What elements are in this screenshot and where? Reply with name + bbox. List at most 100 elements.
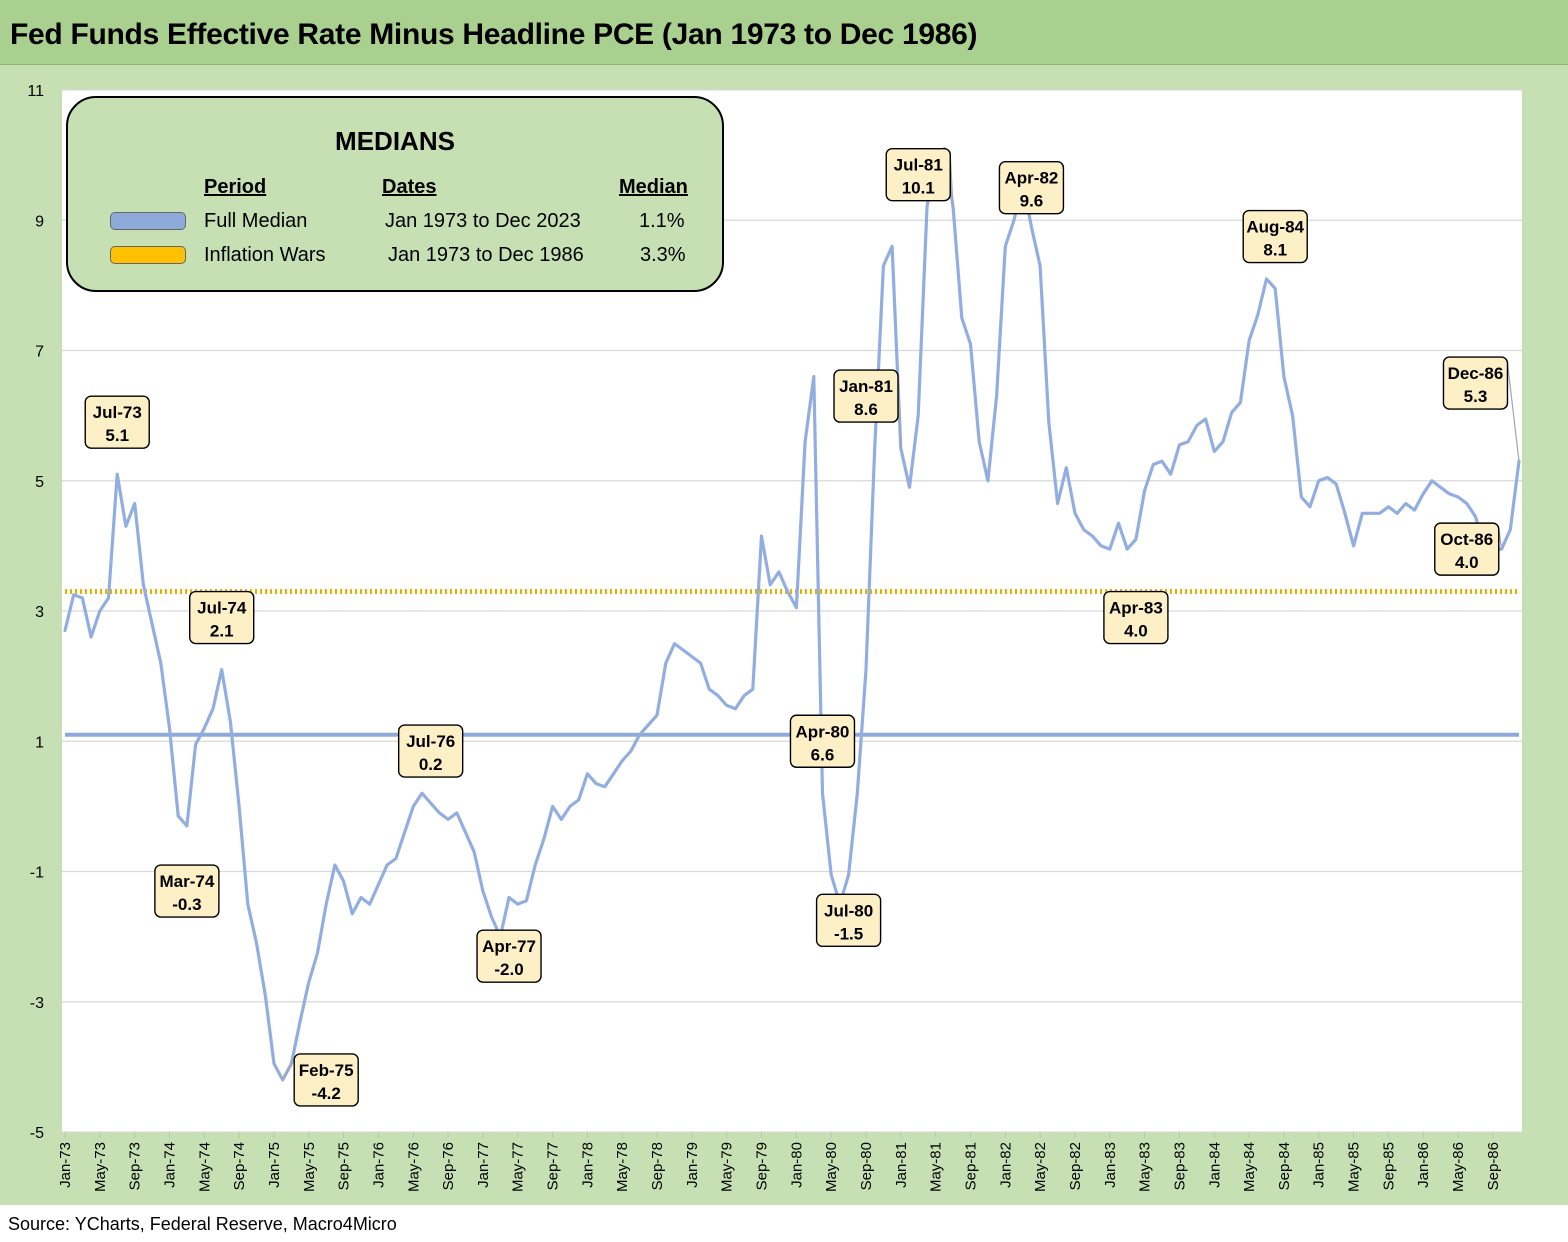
x-tick-label: May-73 <box>92 1142 109 1192</box>
x-tick-label: Jan-81 <box>893 1142 910 1188</box>
x-tick-label: Jan-82 <box>997 1142 1014 1188</box>
x-tick-label: May-80 <box>823 1142 840 1192</box>
x-tick-label: May-78 <box>614 1142 631 1192</box>
legend-period-full-median: Full Median <box>204 210 308 232</box>
title-bar: Fed Funds Effective Rate Minus Headline … <box>0 0 1568 65</box>
callout-value: 0.2 <box>419 755 443 774</box>
x-tick-label: Sep-82 <box>1067 1142 1084 1190</box>
callout-month: Mar-74 <box>159 872 214 891</box>
x-tick-label: Jan-74 <box>161 1142 178 1188</box>
x-tick-label: Jan-73 <box>57 1142 74 1188</box>
x-tick-label: Sep-79 <box>754 1142 771 1190</box>
legend-median-inflation-wars: 3.3% <box>640 244 686 266</box>
callout-month: Aug-84 <box>1246 218 1304 237</box>
callout-value: 4.0 <box>1124 622 1148 641</box>
x-tick-label: Sep-81 <box>962 1142 979 1190</box>
x-tick-label: Jan-77 <box>475 1142 492 1188</box>
callout-month: Jul-81 <box>894 156 943 175</box>
callout-value: 8.6 <box>854 400 878 419</box>
x-tick-label: May-74 <box>196 1142 213 1192</box>
y-tick-label: 3 <box>35 604 44 621</box>
callout-box <box>998 160 1065 215</box>
callout-value: 10.1 <box>902 179 935 198</box>
legend-header-median: Median <box>619 176 688 198</box>
x-tick-label: Jan-84 <box>1206 1142 1223 1188</box>
source-note: Source: YCharts, Federal Reserve, Macro4… <box>8 1214 397 1234</box>
callout-value: 9.6 <box>1020 192 1044 211</box>
callout-dec-86: Dec-86 5.3 <box>1442 356 1520 462</box>
callout-leader <box>1506 362 1520 462</box>
x-tick-label: Sep-83 <box>1171 1142 1188 1190</box>
callouts: Jul-73 5.1 Mar-74 -0.3 Jul-74 2.1 Feb-75 -4.2 Ju… <box>84 147 1520 1107</box>
chart-title: Fed Funds Effective Rate Minus Headline … <box>10 18 978 51</box>
x-tick-label: Sep-80 <box>858 1142 875 1190</box>
y-axis-ticks: -5 -3 -1 1 3 5 7 9 11 <box>27 83 44 1142</box>
x-tick-label: Jan-76 <box>370 1142 387 1188</box>
callout-box <box>1442 356 1509 410</box>
rate-minus-pce-line <box>63 147 1521 1082</box>
legend-swatch-full-median <box>110 212 186 230</box>
callout-feb-75: Feb-75 -4.2 <box>282 1053 359 1107</box>
x-tick-label: Jan-85 <box>1311 1142 1328 1188</box>
callout-value: -4.2 <box>312 1084 341 1103</box>
callout-jul-76: Jul-76 0.2 <box>397 724 464 778</box>
x-tick-label: Sep-74 <box>231 1142 248 1190</box>
callout-jul-73: Jul-73 5.1 <box>84 395 150 449</box>
callout-value: -1.5 <box>834 924 863 943</box>
legend-median-full-median: 1.1% <box>639 210 685 232</box>
callout-value: 8.1 <box>1263 241 1287 260</box>
legend-header-dates: Dates <box>382 176 437 198</box>
y-tick-label: 11 <box>27 83 44 100</box>
y-tick-label: 9 <box>35 213 44 230</box>
callout-month: Oct-86 <box>1440 530 1493 549</box>
callout-apr-82: Apr-82 9.6 <box>998 160 1065 215</box>
legend-dates-full-median: Jan 1973 to Dec 2023 <box>385 210 581 232</box>
callout-month: Apr-83 <box>1109 599 1163 618</box>
callout-box <box>1242 209 1308 264</box>
callout-box <box>189 590 255 645</box>
x-tick-label: Sep-84 <box>1276 1142 1293 1190</box>
callout-box <box>833 369 899 423</box>
callout-box <box>476 929 542 983</box>
callout-apr-80: Apr-80 6.6 <box>789 714 856 768</box>
x-tick-label: Sep-75 <box>336 1142 353 1190</box>
legend-header-period: Period <box>204 176 267 198</box>
callout-value: -2.0 <box>494 960 523 979</box>
x-tick-label: Jan-83 <box>1102 1142 1119 1188</box>
callout-jan-81: Jan-81 8.6 <box>833 369 902 449</box>
legend-title: MEDIANS <box>335 126 455 156</box>
callout-box <box>293 1053 359 1107</box>
callout-aug-84: Aug-84 8.1 <box>1242 209 1308 264</box>
x-tick-label: Sep-86 <box>1485 1142 1502 1190</box>
y-tick-label: -3 <box>30 995 44 1012</box>
x-tick-label: May-82 <box>1032 1142 1049 1192</box>
x-tick-label: Sep-85 <box>1380 1142 1397 1190</box>
callout-box <box>789 714 856 768</box>
callout-value: 5.3 <box>1464 387 1488 406</box>
callout-month: Dec-86 <box>1448 364 1504 383</box>
medians-legend: MEDIANS Period Dates Median Full Median … <box>66 96 724 292</box>
x-tick-label: Sep-76 <box>440 1142 457 1190</box>
legend-period-inflation-wars: Inflation Wars <box>204 244 326 266</box>
callout-value: 5.1 <box>105 426 129 445</box>
callout-month: Jul-73 <box>93 403 142 422</box>
x-tick-label: Jan-75 <box>266 1142 283 1188</box>
callout-value: 4.0 <box>1455 553 1479 572</box>
callout-month: Jan-81 <box>839 377 893 396</box>
callout-jul-74: Jul-74 2.1 <box>189 590 255 645</box>
x-tick-label: Jan-78 <box>579 1142 596 1188</box>
callout-month: Jul-80 <box>824 901 873 920</box>
y-tick-label: 5 <box>35 474 44 491</box>
x-tick-label: May-86 <box>1450 1142 1467 1192</box>
x-tick-label: Jan-86 <box>1415 1142 1432 1188</box>
x-tick-label: May-83 <box>1137 1142 1154 1192</box>
callout-box <box>885 147 951 202</box>
callout-month: Jul-76 <box>406 732 455 751</box>
callout-month: Jul-74 <box>197 599 247 618</box>
callout-value: 2.1 <box>210 622 234 641</box>
x-tick-label: May-84 <box>1241 1142 1258 1192</box>
x-tick-label: May-76 <box>405 1142 422 1192</box>
x-tick-label: Jan-79 <box>684 1142 701 1188</box>
